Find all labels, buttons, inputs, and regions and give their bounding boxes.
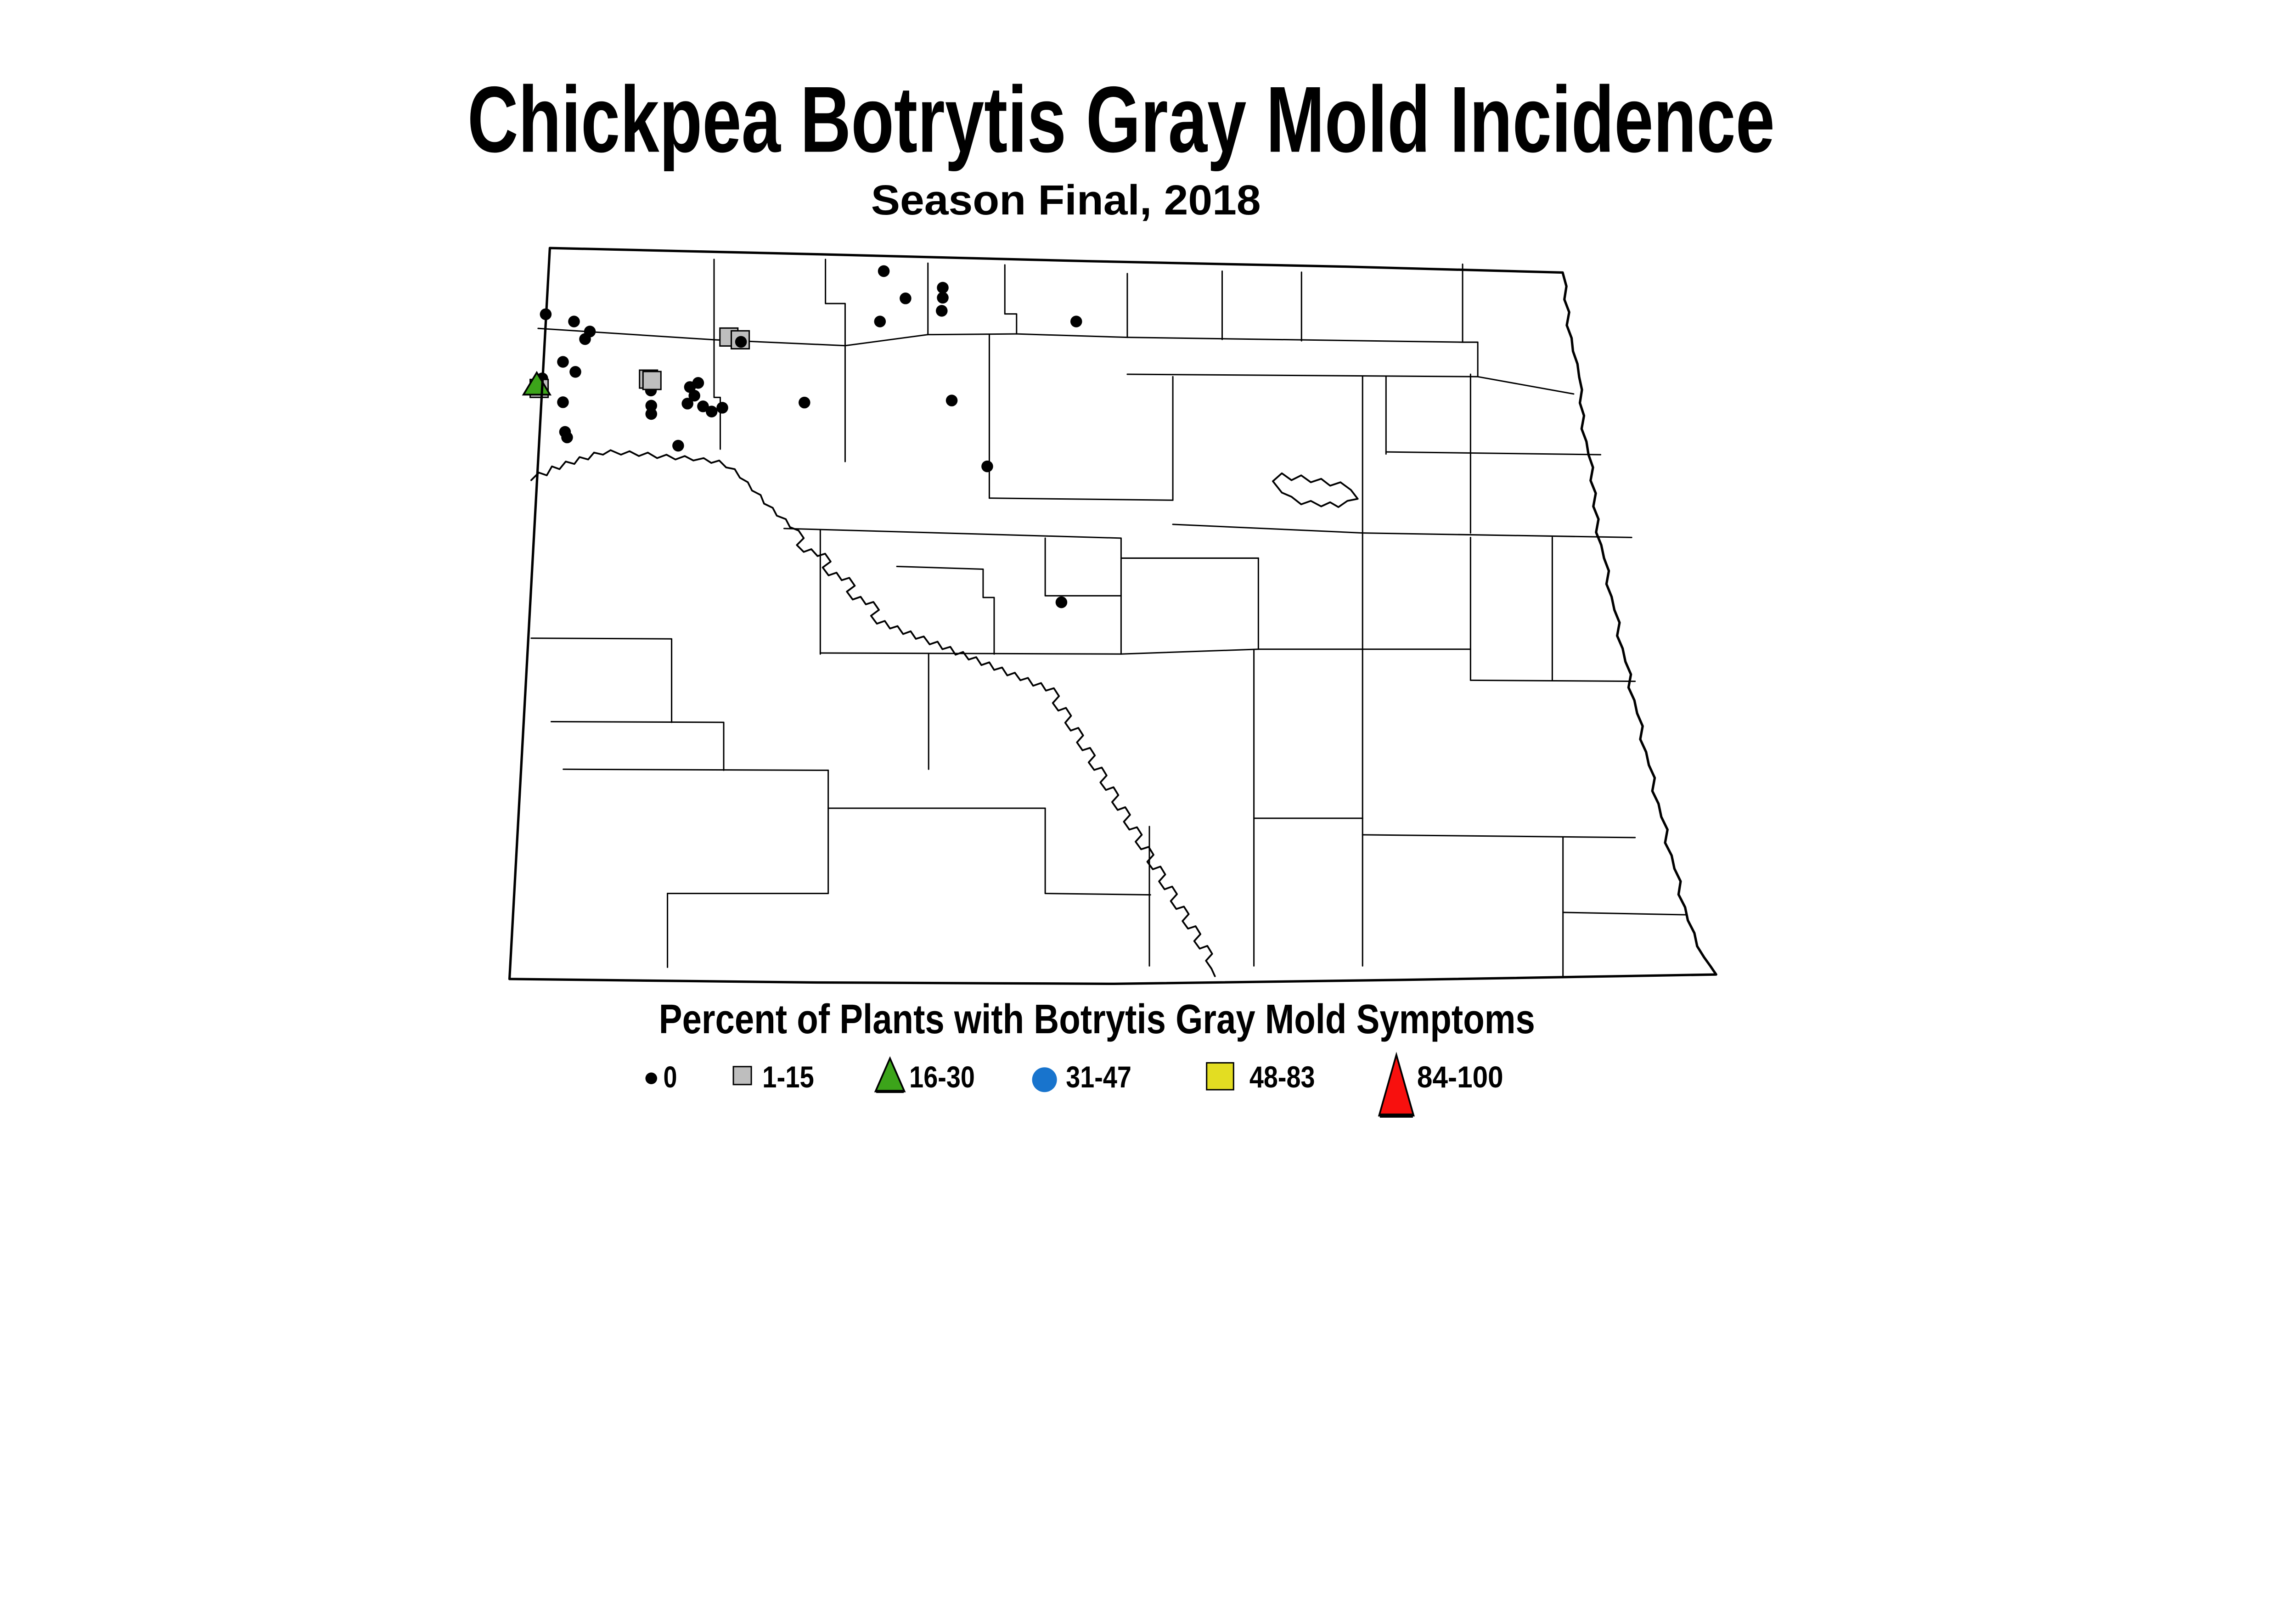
county-boundaries [530, 259, 1688, 978]
legend-item-48-83: 48-83 [1206, 1060, 1315, 1094]
legend-gray-square-icon [732, 1066, 752, 1086]
map-marker-0 [557, 356, 569, 368]
map-marker-0 [557, 396, 569, 408]
map-marker-0 [937, 292, 949, 304]
legend-item-31-47: 31-47 [1032, 1060, 1131, 1094]
legend: 0 1-15 16-30 31-47 48-83 84-100 [645, 1052, 1503, 1118]
legend-item-16-30: 16-30 [874, 1056, 975, 1094]
legend-item-0: 0 [645, 1060, 677, 1094]
legend-blue-circle-icon [1032, 1067, 1057, 1092]
map-marker-0 [697, 400, 709, 412]
map-marker-0 [945, 394, 958, 406]
legend-yellow-square-icon [1206, 1062, 1234, 1091]
legend-label-84-100: 84-100 [1417, 1060, 1503, 1094]
map-marker-0 [645, 408, 658, 420]
legend-red-triangle-icon [1378, 1052, 1415, 1117]
legend-dot-icon [645, 1072, 658, 1085]
state-border [508, 247, 1717, 985]
map-marker-0 [579, 333, 591, 345]
map-marker-0 [900, 293, 912, 304]
legend-label-1-15: 1-15 [762, 1060, 814, 1094]
map-marker-0 [878, 265, 890, 277]
figure: Chickpea Botrytis Gray Mold Incidence Se… [467, 67, 1775, 1118]
legend-label-16-30: 16-30 [909, 1060, 975, 1094]
map-marker-0 [672, 439, 684, 452]
map-marker-0 [716, 402, 728, 414]
legend-label-0: 0 [664, 1060, 677, 1094]
map-marker-1-15 [642, 371, 662, 390]
map-marker-0 [874, 315, 886, 327]
map-marker-0 [681, 398, 693, 410]
page-title: Chickpea Botrytis Gray Mold Incidence [467, 68, 1775, 172]
map-marker-0 [735, 336, 747, 348]
map-marker-0 [568, 315, 580, 327]
map-marker-0 [561, 431, 573, 444]
map-marker-0 [981, 460, 993, 473]
map-marker-0 [1055, 596, 1068, 608]
map-marker-0 [705, 405, 718, 417]
legend-title: Percent of Plants with Botrytis Gray Mol… [659, 996, 1535, 1042]
map-marker-0 [799, 396, 810, 409]
map-markers [522, 265, 1082, 608]
legend-item-1-15: 1-15 [732, 1060, 814, 1094]
map-marker-0 [569, 366, 581, 378]
map-marker-0 [936, 305, 948, 317]
map-marker-0 [684, 381, 696, 393]
map-marker-0 [688, 389, 700, 402]
map-marker-0 [937, 281, 949, 294]
map-marker-0 [645, 400, 658, 412]
legend-label-48-83: 48-83 [1249, 1060, 1315, 1094]
figure-subtitle: Season Final, 2018 [871, 177, 1261, 224]
legend-green-triangle-icon [874, 1056, 906, 1092]
legend-item-84-100: 84-100 [1378, 1052, 1503, 1118]
missouri-river-line [530, 449, 1216, 977]
legend-label-31-47: 31-47 [1066, 1060, 1131, 1094]
map-marker-0 [1070, 315, 1082, 327]
nd-incidence-map-figure: Chickpea Botrytis Gray Mold Incidence Se… [467, 67, 1775, 1118]
devils-lake-line [1272, 472, 1359, 508]
